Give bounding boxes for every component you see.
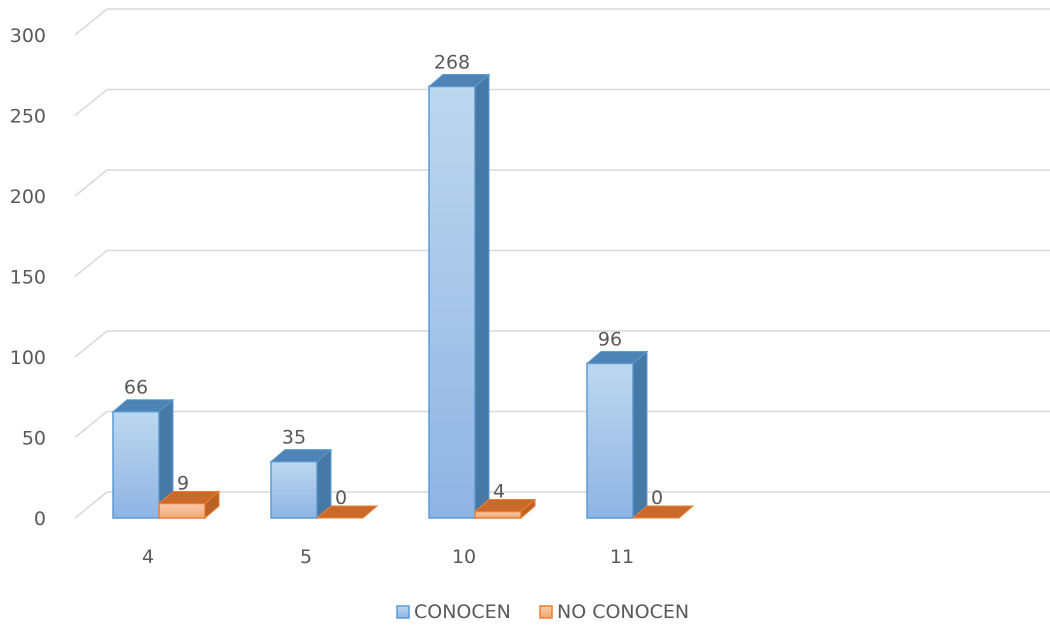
y-tick-label: 200 — [10, 186, 46, 208]
gridline-diagonal — [74, 249, 108, 278]
legend-swatch — [539, 605, 553, 619]
y-axis-ticks: 0 50 100 150 200 250 300 — [10, 25, 46, 530]
bars — [111, 73, 695, 520]
bar-side — [632, 350, 648, 520]
x-tick-label: 10 — [452, 546, 476, 568]
gridline-diagonal — [74, 330, 108, 358]
data-label: 4 — [493, 481, 505, 503]
legend: CONOCEN NO CONOCEN — [396, 601, 689, 623]
data-label: 0 — [335, 487, 347, 509]
bar-no-conocen-5 — [315, 505, 379, 519]
bar-top — [315, 505, 379, 519]
bar-side — [474, 73, 490, 520]
x-axis-ticks: 4 5 10 11 — [142, 546, 634, 568]
gridline-diagonal — [74, 88, 108, 117]
bar-front — [112, 410, 160, 519]
data-label: 96 — [598, 328, 622, 350]
bar-conocen-5 — [269, 448, 333, 520]
gridlines — [74, 8, 1050, 519]
bar-front — [586, 362, 634, 519]
data-label: 0 — [651, 487, 663, 509]
legend-label: CONOCEN — [414, 601, 511, 623]
bar-no-conocen-4 — [157, 490, 221, 520]
bar-front — [158, 502, 206, 519]
x-tick-label: 5 — [300, 546, 312, 568]
data-label: 268 — [434, 52, 470, 74]
bar-front — [428, 85, 476, 519]
bar-top — [631, 505, 695, 519]
bar-top — [269, 449, 333, 463]
data-label: 35 — [282, 427, 306, 449]
gridline-diagonal — [74, 169, 108, 197]
y-tick-label: 50 — [22, 428, 46, 450]
bar-conocen-10 — [427, 73, 491, 520]
data-labels: 66 9 35 0 268 4 96 0 — [124, 52, 663, 509]
legend-label: NO CONOCEN — [557, 601, 689, 623]
bar-front — [270, 460, 318, 519]
bar-top — [111, 399, 175, 413]
bar-top — [473, 499, 537, 513]
y-tick-label: 0 — [34, 508, 46, 530]
y-tick-label: 300 — [10, 25, 46, 47]
gridline-diagonal — [74, 410, 108, 439]
legend-item-no-conocen: NO CONOCEN — [539, 601, 689, 623]
bar-top — [585, 350, 649, 364]
bar-top — [157, 491, 221, 505]
legend-swatch — [396, 605, 410, 619]
bar-conocen-11 — [585, 350, 649, 520]
bar-top — [427, 74, 491, 88]
data-label: 66 — [124, 377, 148, 399]
x-tick-label: 4 — [142, 546, 154, 568]
y-tick-label: 100 — [10, 347, 46, 369]
data-label: 9 — [177, 473, 189, 495]
bar-no-conocen-10 — [473, 498, 537, 520]
gridline-diagonal — [74, 491, 108, 519]
gridline-diagonal — [74, 8, 108, 36]
bar-front — [474, 510, 522, 519]
x-tick-label: 11 — [610, 546, 634, 568]
y-tick-label: 250 — [10, 106, 46, 128]
legend-item-conocen: CONOCEN — [396, 601, 511, 623]
bar-no-conocen-11 — [631, 505, 695, 519]
y-tick-label: 150 — [10, 267, 46, 289]
